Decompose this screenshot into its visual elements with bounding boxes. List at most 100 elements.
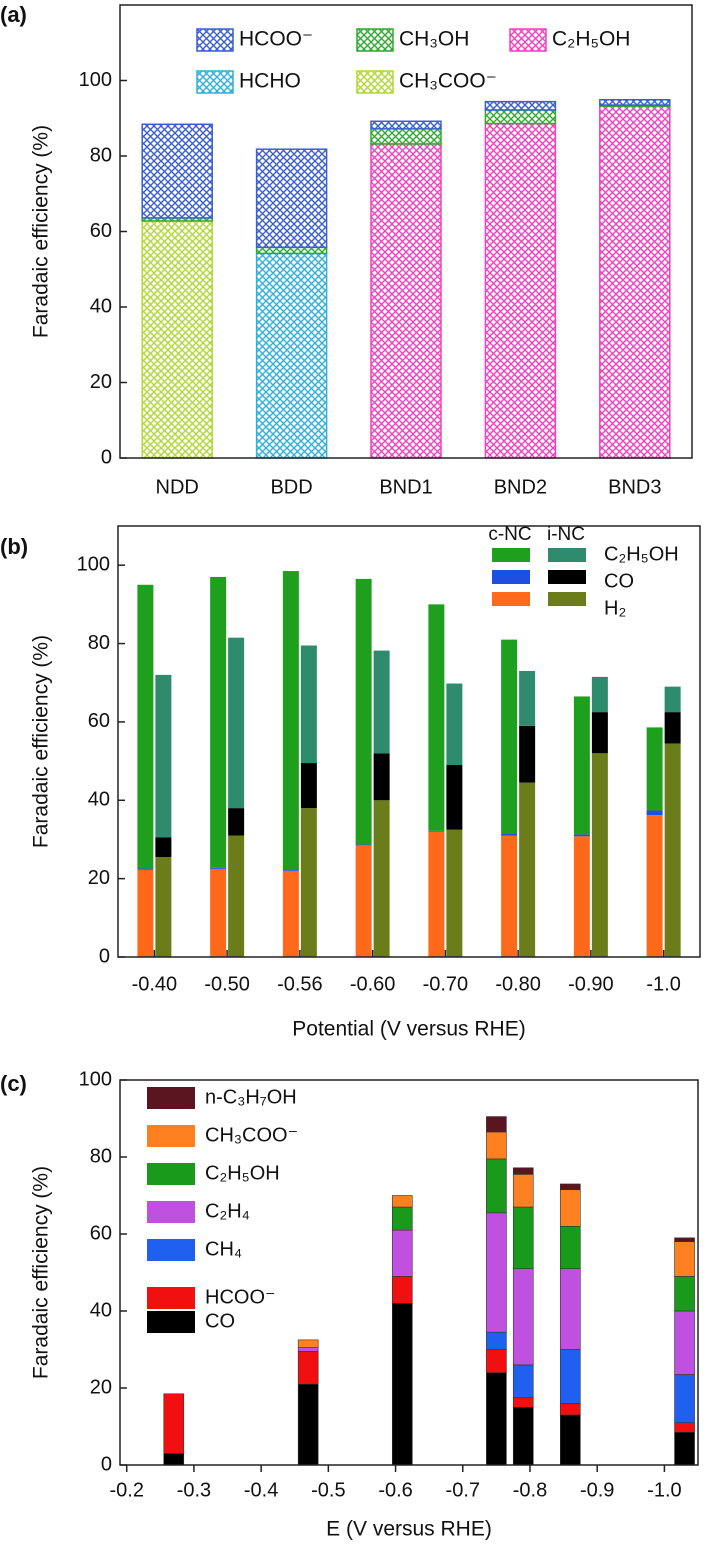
x-tick-label: -0.90 <box>568 973 614 995</box>
legend-label: CO <box>205 1310 235 1332</box>
bar-segment <box>428 831 445 957</box>
x-tick-label: NDD <box>156 476 199 498</box>
bar-segment <box>228 835 245 957</box>
bar-segment <box>355 845 372 957</box>
panel-label: (c) <box>0 1071 27 1096</box>
bar-segment <box>674 1374 695 1423</box>
y-tick-label: 0 <box>101 1453 112 1475</box>
bar-segment <box>560 1268 581 1350</box>
legend-label: n-C₃H₇OH <box>205 1086 297 1108</box>
legend-swatch <box>356 70 394 94</box>
bar-segment <box>512 1406 534 1466</box>
bar-segment <box>355 844 372 846</box>
bar-segment <box>137 584 154 869</box>
legend-swatch <box>147 1125 195 1147</box>
y-axis-title: Faradaic efficiency (%) <box>30 125 53 338</box>
x-axis-title: E (V versus RHE) <box>326 1518 492 1541</box>
bar-segment <box>519 782 536 957</box>
bar-segment <box>674 1310 695 1375</box>
x-tick-label: -0.7 <box>446 1479 480 1501</box>
bar-segment <box>137 868 154 870</box>
legend-label: HCOO⁻ <box>205 1286 276 1308</box>
bar-segment <box>560 1226 581 1269</box>
bar-segment <box>282 571 299 871</box>
bar-segment <box>486 1116 507 1133</box>
bar-segment <box>255 148 328 249</box>
panel-label: (b) <box>0 534 28 559</box>
y-tick-label: 80 <box>88 632 110 654</box>
bar-segment <box>355 578 372 845</box>
bar-segment <box>300 763 317 809</box>
x-tick-label: -0.4 <box>244 1479 278 1501</box>
bar-segment <box>646 815 663 957</box>
legend-swatch <box>492 548 530 562</box>
legend-label: C₂H₅OH <box>552 28 630 51</box>
plot-frame <box>119 1079 699 1466</box>
y-tick-label: 60 <box>90 1222 112 1244</box>
bar-segment <box>674 1431 695 1466</box>
legend-label: C₂H₅OH <box>205 1162 280 1184</box>
bar-segment <box>210 867 227 869</box>
legend-label: CO <box>604 570 634 592</box>
bar-segment <box>297 1383 319 1466</box>
bar-segment <box>486 1131 507 1160</box>
bar-segment <box>297 1347 319 1352</box>
bar-segment <box>519 670 536 726</box>
bar-segment <box>163 1453 185 1466</box>
bar-segment <box>391 1229 413 1277</box>
legend-label: C₂H₅OH <box>604 543 679 565</box>
bar-segment <box>512 1167 534 1175</box>
legend-label: HCHO <box>239 70 301 93</box>
legend-swatch <box>356 28 394 52</box>
legend-label: CH₄ <box>205 1238 242 1260</box>
legend-swatch <box>147 1201 195 1223</box>
x-tick-label: -0.8 <box>513 1479 547 1501</box>
y-tick-label: 0 <box>101 446 112 468</box>
bar-segment <box>512 1206 534 1269</box>
bar-segment <box>501 639 518 834</box>
bar-segment <box>573 696 590 835</box>
y-tick-label: 80 <box>90 144 112 166</box>
bar-segment <box>519 725 536 783</box>
bar-segment <box>297 1351 319 1385</box>
bar-segment <box>486 1349 507 1373</box>
bar-segment <box>512 1397 534 1408</box>
bar-segment <box>646 727 663 811</box>
y-axis-title: Faradaic efficiency (%) <box>30 635 53 848</box>
bar-segment <box>391 1303 413 1466</box>
bar-segment <box>228 808 245 836</box>
bar-segment <box>155 674 172 838</box>
x-tick-label: -0.50 <box>204 973 250 995</box>
bar-segment <box>255 252 328 459</box>
bar-segment <box>373 753 390 801</box>
y-tick-label: 100 <box>79 69 112 91</box>
legend-swatch <box>196 28 234 52</box>
y-tick-label: 40 <box>90 295 112 317</box>
bar-segment <box>373 650 390 754</box>
bar-segment <box>573 834 590 837</box>
legend-group-label: i-NC <box>547 524 585 545</box>
x-tick-label: -0.70 <box>423 973 469 995</box>
bar-segment <box>391 1206 413 1231</box>
bar-segment <box>370 143 442 459</box>
bar-segment <box>646 810 663 816</box>
bar-segment <box>560 1414 581 1466</box>
legend-label: CH₃COO⁻ <box>205 1124 298 1146</box>
x-tick-label: -1.0 <box>646 973 680 995</box>
bar-segment <box>591 676 608 713</box>
bar-segment <box>300 808 317 957</box>
legend-swatch <box>147 1311 195 1333</box>
y-tick-label: 100 <box>79 1068 112 1090</box>
bar-segment <box>573 836 590 957</box>
legend-swatch <box>147 1287 195 1309</box>
bar-segment <box>664 712 681 744</box>
bar-segment <box>428 604 445 831</box>
legend-swatch <box>492 570 530 584</box>
plot-frame <box>117 525 701 958</box>
x-tick-label: -0.80 <box>495 973 541 995</box>
legend-swatch <box>548 548 586 562</box>
bar-segment <box>282 870 299 871</box>
bar-segment <box>282 870 299 957</box>
y-tick-label: 20 <box>88 867 110 889</box>
legend-label: H₂ <box>604 597 626 619</box>
